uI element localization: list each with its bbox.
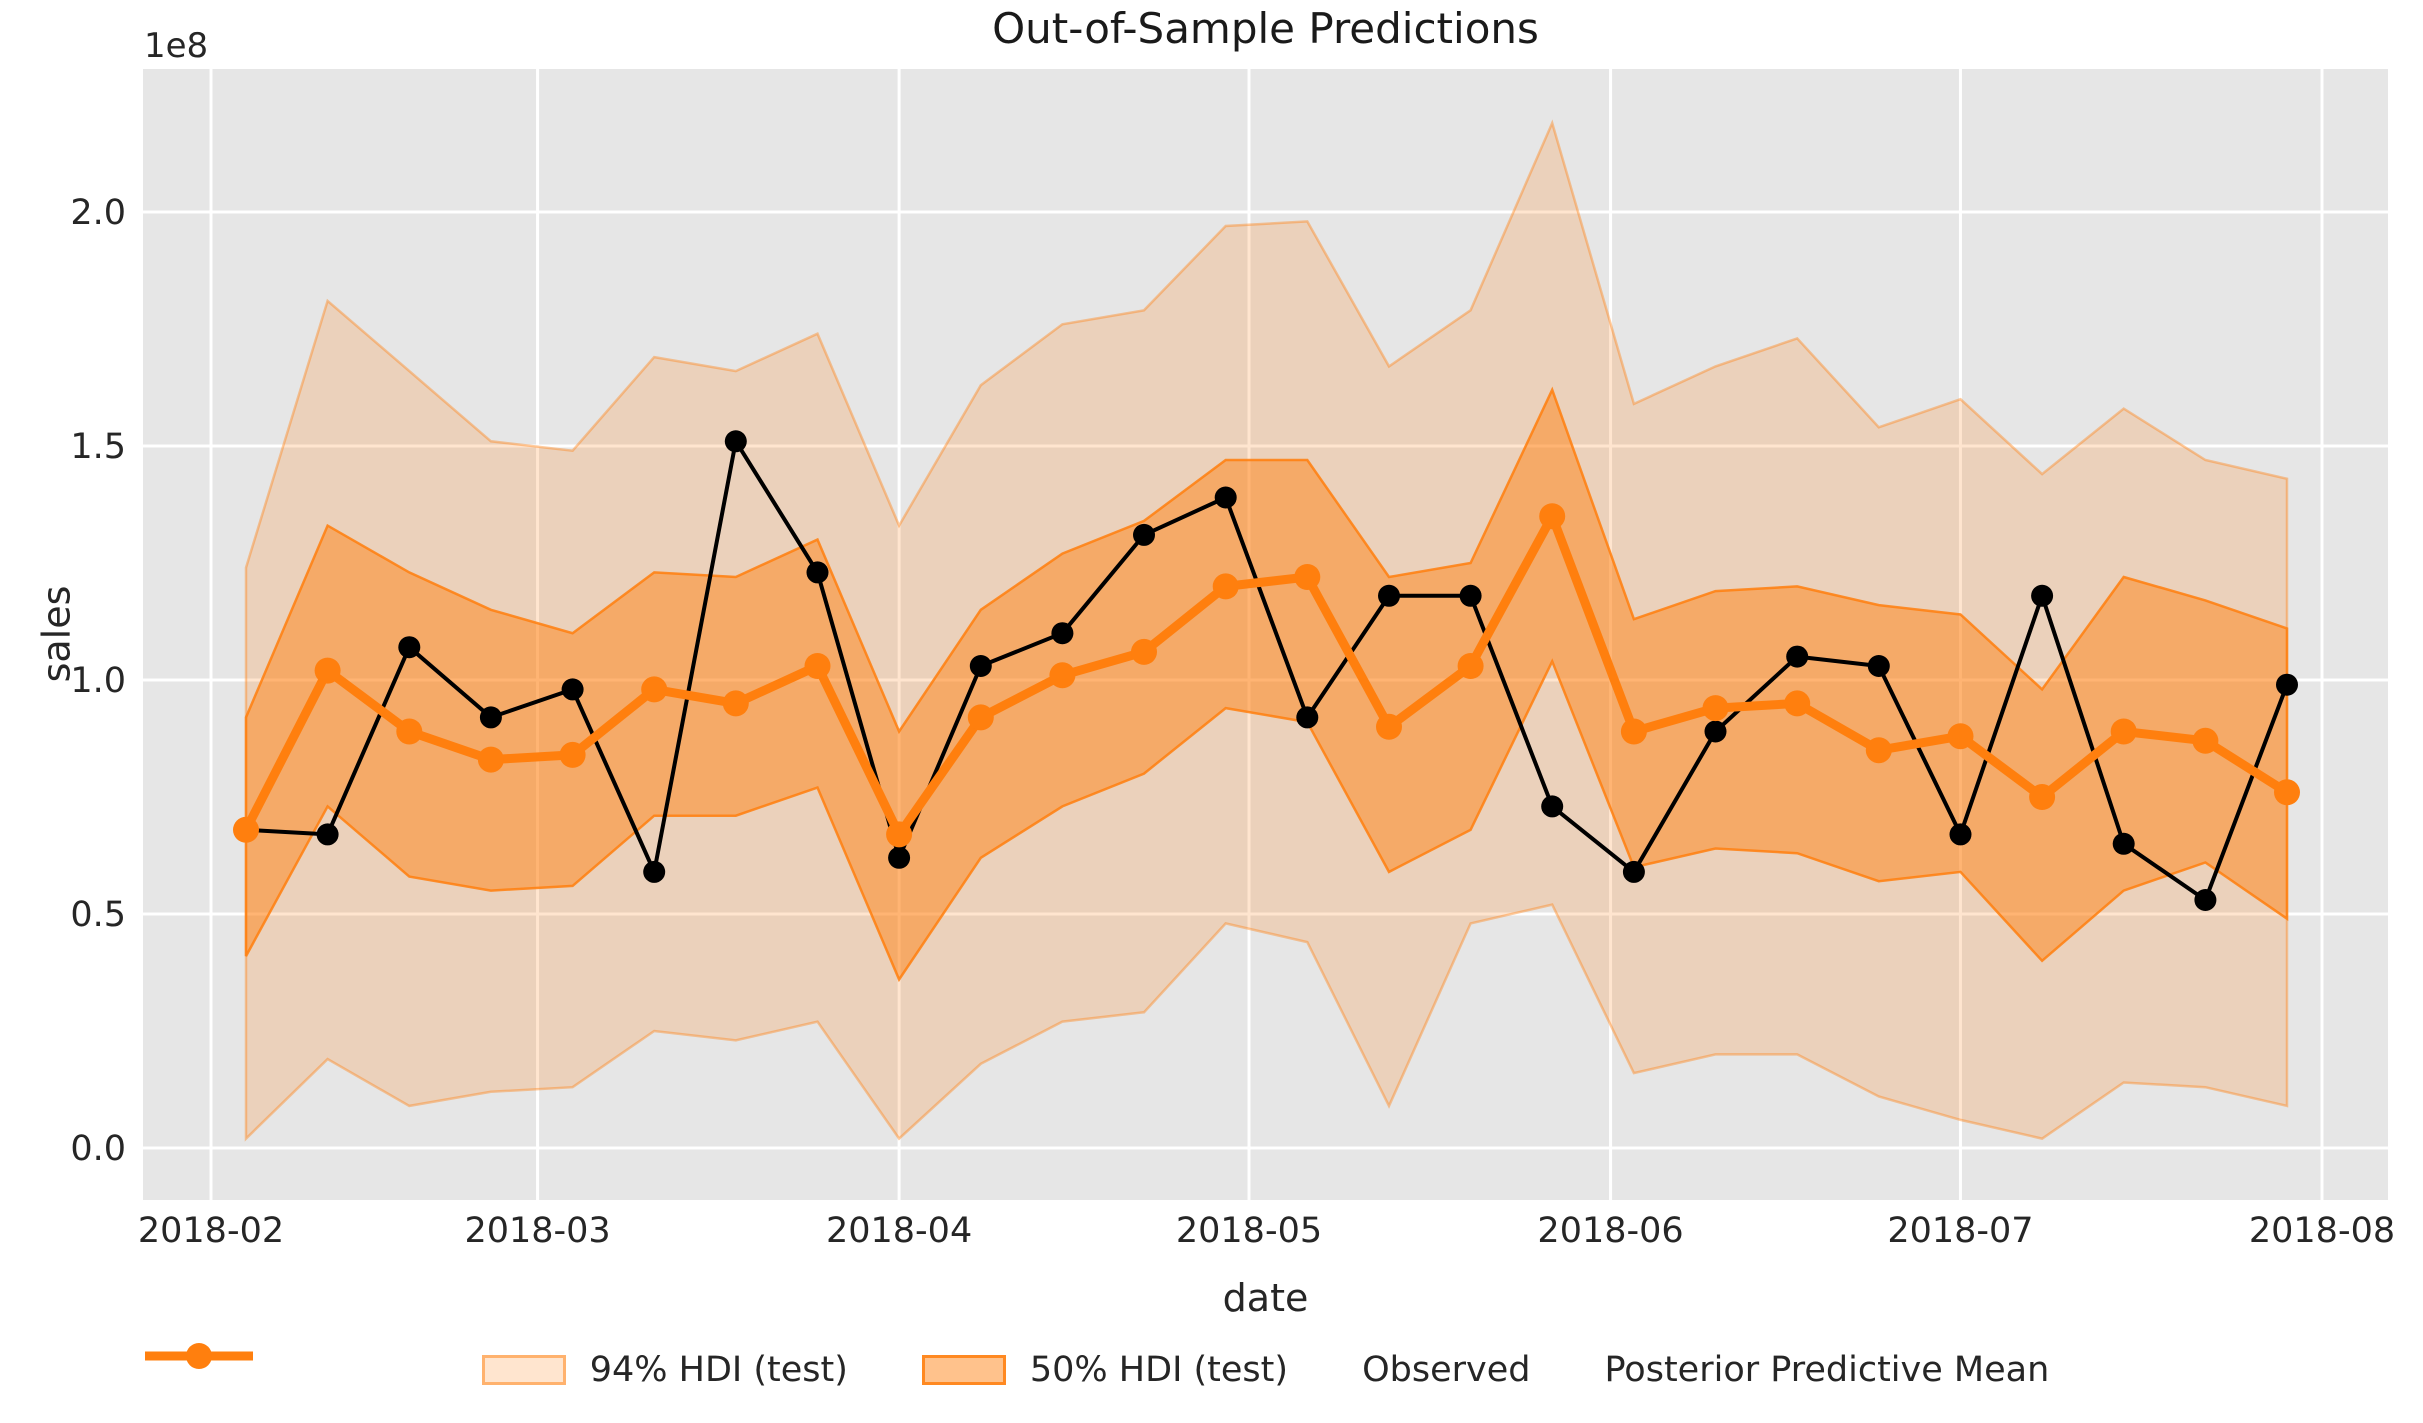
observed-point [1786, 645, 1809, 668]
posterior-mean-point [886, 821, 913, 848]
observed-point [2031, 584, 2054, 607]
legend-item-posterior-mean: Posterior Predictive Mean [145, 1343, 2050, 1390]
legend-label: 94% HDI (test) [589, 1350, 848, 1390]
observed-point [2276, 673, 2298, 696]
x-tick-label: 2018-05 [1176, 1211, 1322, 1251]
posterior-mean-line-icon [145, 1343, 253, 1369]
observed-point [1867, 655, 1890, 677]
observed-point [888, 846, 911, 869]
posterior-mean-point [967, 704, 994, 731]
observed-point [1622, 860, 1645, 883]
observed-point [1378, 584, 1400, 607]
x-tick-label: 2018-02 [138, 1211, 284, 1251]
legend-item-94-hdi: 94% HDI (test) [481, 1350, 848, 1390]
posterior-mean-point [1212, 573, 1239, 600]
posterior-mean-point [1457, 653, 1484, 679]
posterior-mean-line [241, 511, 2290, 839]
y-axis-label: sales [34, 585, 79, 683]
posterior-mean-point [2110, 718, 2137, 745]
posterior-mean-point [804, 653, 831, 679]
observed-point [398, 636, 421, 659]
posterior-mean-point [1294, 564, 1321, 590]
y-tick-label: 0.0 [70, 1129, 126, 1169]
observed-point [2194, 889, 2217, 911]
observed-point [2112, 832, 2135, 855]
posterior-mean-point [559, 741, 586, 768]
x-tick-label: 2018-03 [464, 1211, 610, 1251]
posterior-mean-point [722, 690, 749, 717]
posterior-mean-point [1376, 713, 1402, 740]
posterior-mean-point [2029, 784, 2056, 810]
x-tick-label: 2018-07 [1887, 1211, 2033, 1251]
legend-label: Posterior Predictive Mean [1604, 1350, 2050, 1390]
observed-point [806, 561, 829, 584]
observed-point [1704, 720, 1727, 743]
legend-item-50-hdi: 50% HDI (test) [921, 1350, 1289, 1390]
observed-point [1214, 486, 1237, 509]
observed-point [316, 823, 339, 846]
y-tick-label: 1.5 [70, 427, 126, 467]
posterior-mean-point [1784, 690, 1811, 717]
observed-point [1051, 622, 1074, 645]
posterior-mean-point [2192, 727, 2219, 754]
y-tick-label: 1.0 [70, 661, 126, 701]
posterior-mean-point [396, 718, 423, 745]
legend-label: 50% HDI (test) [1029, 1350, 1289, 1390]
posterior-mean-point [1865, 737, 1892, 764]
posterior-mean-point [314, 657, 341, 684]
posterior-mean-point [233, 816, 259, 843]
posterior-mean-point [641, 676, 668, 703]
observed-point [724, 430, 747, 453]
posterior-mean-point [477, 746, 504, 773]
posterior-mean-point [1702, 695, 1729, 722]
legend-label: Observed [1362, 1350, 1531, 1390]
posterior-mean-point [1539, 503, 1566, 530]
chart-title: Out-of-Sample Predictions [992, 4, 1539, 53]
observed-point [969, 655, 992, 677]
legend: 94% HDI (test) 50% HDI (test) Observed P… [143, 1338, 2388, 1402]
observed-point [1541, 795, 1564, 818]
hdi94-swatch [481, 1355, 566, 1385]
posterior-mean-point [1131, 638, 1157, 665]
observed-line [245, 439, 2289, 902]
posterior-mean-point [1947, 723, 1974, 750]
y-tick-label: 0.5 [70, 895, 126, 935]
posterior-mean-point [1049, 662, 1076, 689]
observed-point [1133, 523, 1155, 546]
hdi50-band [244, 386, 2289, 983]
hdi94-band [244, 119, 2289, 1142]
observed-point [1296, 706, 1319, 729]
hdi50-swatch [921, 1355, 1006, 1385]
posterior-mean-point [1620, 718, 1647, 745]
legend-item-observed: Observed [145, 1345, 1531, 1390]
plot-background [143, 69, 2388, 1200]
x-tick-label: 2018-06 [1537, 1211, 1683, 1251]
observed-point [643, 860, 666, 883]
y-axis-offset-label: 1e8 [144, 26, 209, 66]
y-tick-label: 2.0 [70, 193, 126, 233]
observed-point [561, 678, 584, 701]
x-axis-label: date [1222, 1276, 1309, 1320]
observed-point [1949, 823, 1972, 846]
observed-point [1459, 584, 1482, 607]
posterior-mean-point [2274, 779, 2300, 806]
observed-point [479, 706, 502, 729]
x-tick-label: 2018-04 [826, 1211, 972, 1251]
x-tick-label: 2018-08 [2249, 1211, 2395, 1251]
